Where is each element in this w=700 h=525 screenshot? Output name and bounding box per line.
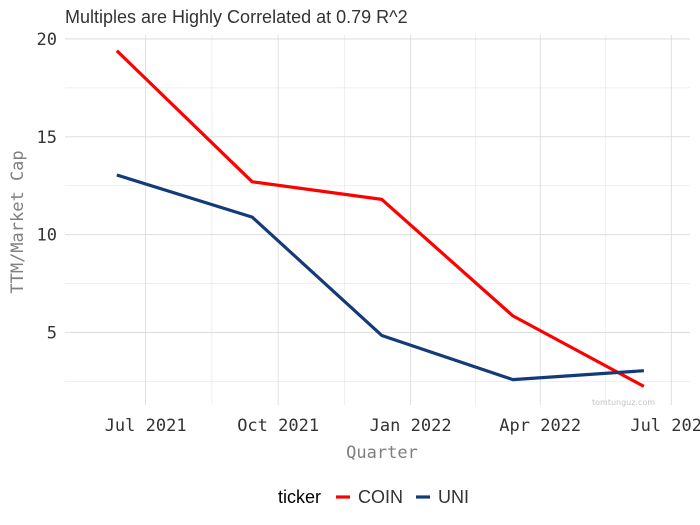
- x-tick-label: Jul 2022: [630, 416, 700, 436]
- y-tick-label: 10: [37, 226, 57, 246]
- legend-title: ticker: [278, 487, 321, 507]
- x-tick-label: Jan 2022: [370, 416, 452, 436]
- legend-label-uni: UNI: [438, 487, 469, 507]
- x-tick-label: Oct 2021: [237, 416, 319, 436]
- legend: ticker COIN UNI: [278, 487, 469, 507]
- y-axis-ticks: 5 10 15 20: [37, 30, 57, 344]
- y-tick-label: 5: [47, 324, 57, 344]
- x-axis-title: Quarter: [346, 443, 418, 463]
- series-lines: [115, 49, 645, 388]
- watermark: tomtunguz.com: [592, 398, 655, 407]
- series-line-coin: [115, 49, 645, 388]
- x-tick-label: Jul 2021: [105, 416, 187, 436]
- chart-title: Multiples are Highly Correlated at 0.79 …: [65, 7, 408, 27]
- y-tick-label: 15: [37, 128, 57, 148]
- y-tick-label: 20: [37, 30, 57, 50]
- y-axis-title: TTM/Market Cap: [8, 150, 28, 293]
- series-line-uni: [116, 173, 645, 382]
- x-axis-ticks: Jul 2021 Oct 2021 Jan 2022 Apr 2022 Jul 2022: [105, 416, 700, 436]
- legend-label-coin: COIN: [358, 487, 403, 507]
- x-tick-label: Apr 2022: [499, 416, 581, 436]
